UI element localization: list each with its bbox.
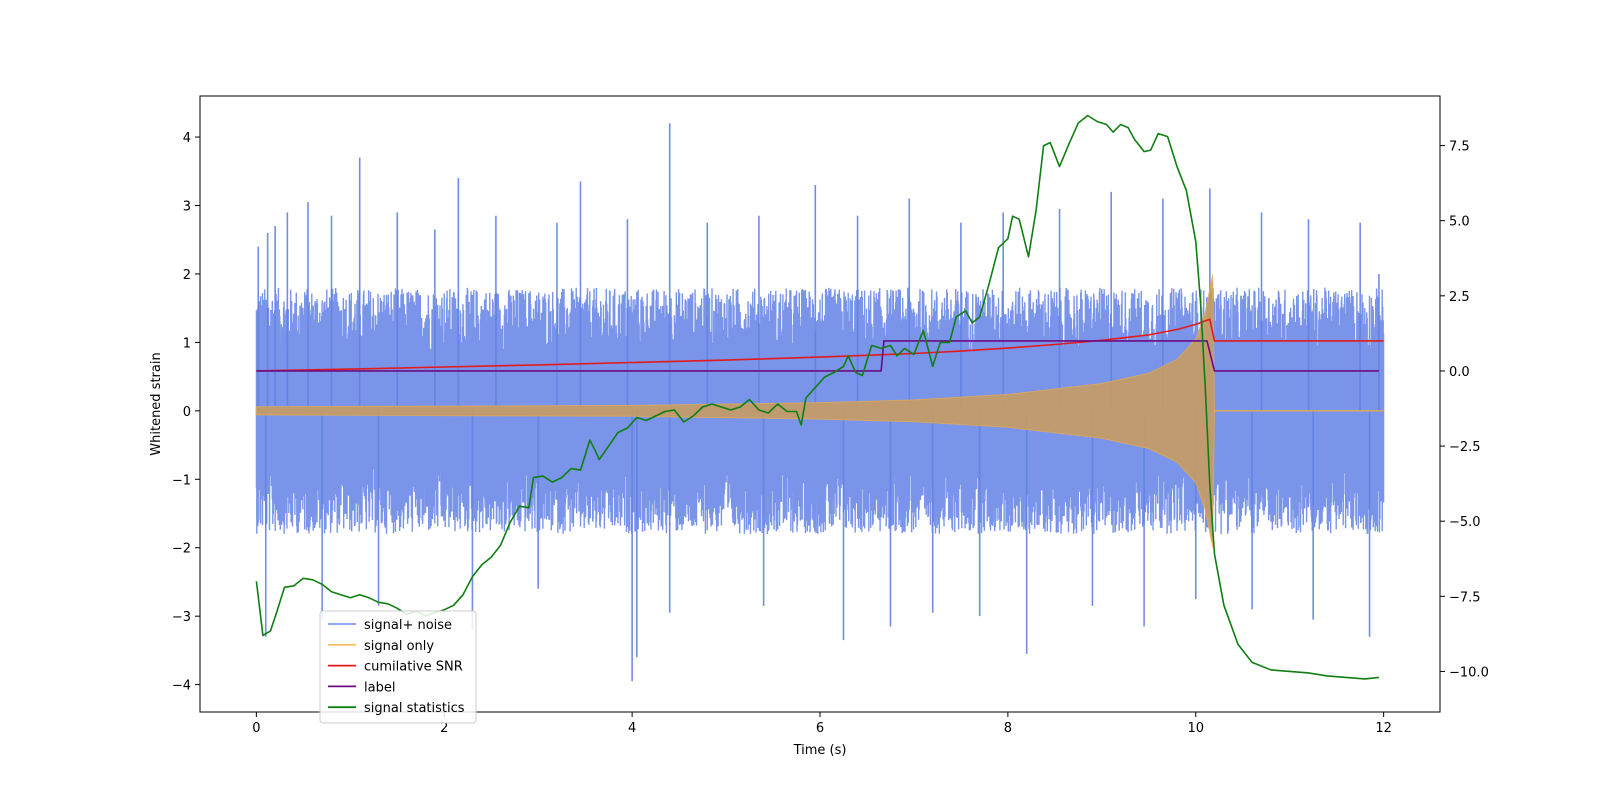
y-tick-label: 0 — [183, 405, 191, 420]
x-tick-label: 12 — [1375, 721, 1392, 736]
y-axis-left: −4 −3 −2 −1 0 1 2 3 4 — [172, 131, 200, 694]
legend-label: signal statistics — [364, 701, 465, 716]
y2-tick-label: 7.5 — [1449, 140, 1470, 155]
y-tick-label: 3 — [183, 200, 191, 215]
series-label-line — [256, 340, 1379, 372]
y-tick-label: −4 — [172, 679, 191, 694]
y-tick-label: 4 — [183, 131, 191, 146]
y2-tick-label: 5.0 — [1449, 215, 1470, 230]
y-axis-right: −10.0 −7.5 −5.0 −2.5 0.0 2.5 5.0 7.5 — [1440, 140, 1489, 680]
y2-tick-label: −2.5 — [1449, 440, 1481, 455]
y-tick-label: 1 — [183, 336, 191, 351]
x-tick-label: 0 — [252, 721, 260, 736]
legend-box — [319, 610, 477, 724]
legend-label: signal+ noise — [364, 618, 452, 633]
x-axis: 0 2 4 6 8 10 12 — [252, 712, 1392, 736]
y-tick-label: −2 — [172, 542, 191, 557]
y-tick-label: −3 — [172, 610, 191, 625]
series-cumulative-snr-line — [256, 318, 1384, 372]
y2-tick-label: 0.0 — [1449, 365, 1470, 380]
x-tick-label: 4 — [628, 721, 636, 736]
y2-tick-label: −10.0 — [1449, 665, 1489, 680]
y-tick-label: 2 — [183, 268, 191, 283]
legend: signal+ noise signal only cumilative SNR la… — [319, 610, 477, 724]
y2-tick-label: −7.5 — [1449, 590, 1481, 605]
x-axis-label: Time (s) — [793, 743, 847, 758]
legend-label: label — [364, 680, 395, 695]
legend-label: cumilative SNR — [364, 660, 463, 675]
x-tick-label: 8 — [1004, 721, 1012, 736]
y-tick-label: −1 — [172, 473, 191, 488]
legend-label: signal only — [364, 639, 434, 654]
x-tick-label: 10 — [1187, 721, 1204, 736]
y-axis-label: Whitened strain — [149, 352, 164, 455]
x-tick-label: 6 — [816, 721, 824, 736]
y2-tick-label: −5.0 — [1449, 515, 1481, 530]
y2-tick-label: 2.5 — [1449, 290, 1470, 305]
plot-area — [255, 114, 1385, 682]
x-tick-label: 2 — [440, 721, 448, 736]
